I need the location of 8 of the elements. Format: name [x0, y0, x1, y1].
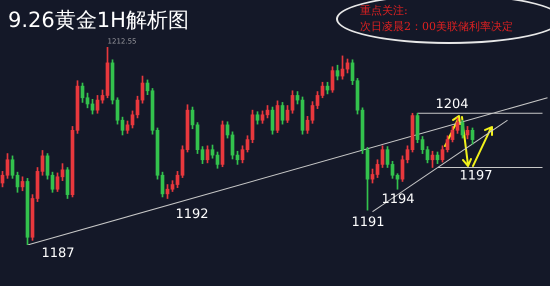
- annotation: 1192: [175, 206, 209, 222]
- annotation: 1191: [351, 214, 385, 230]
- text: 1187: [41, 246, 75, 261]
- text: 重点关注:: [360, 3, 409, 19]
- annotation: 1204: [435, 97, 469, 112]
- annotation: 1197: [459, 168, 493, 184]
- text: 次日凌晨2：00美联储利率决定: [360, 19, 514, 35]
- chart-title: 9.26黄金1H解析图: [8, 7, 189, 34]
